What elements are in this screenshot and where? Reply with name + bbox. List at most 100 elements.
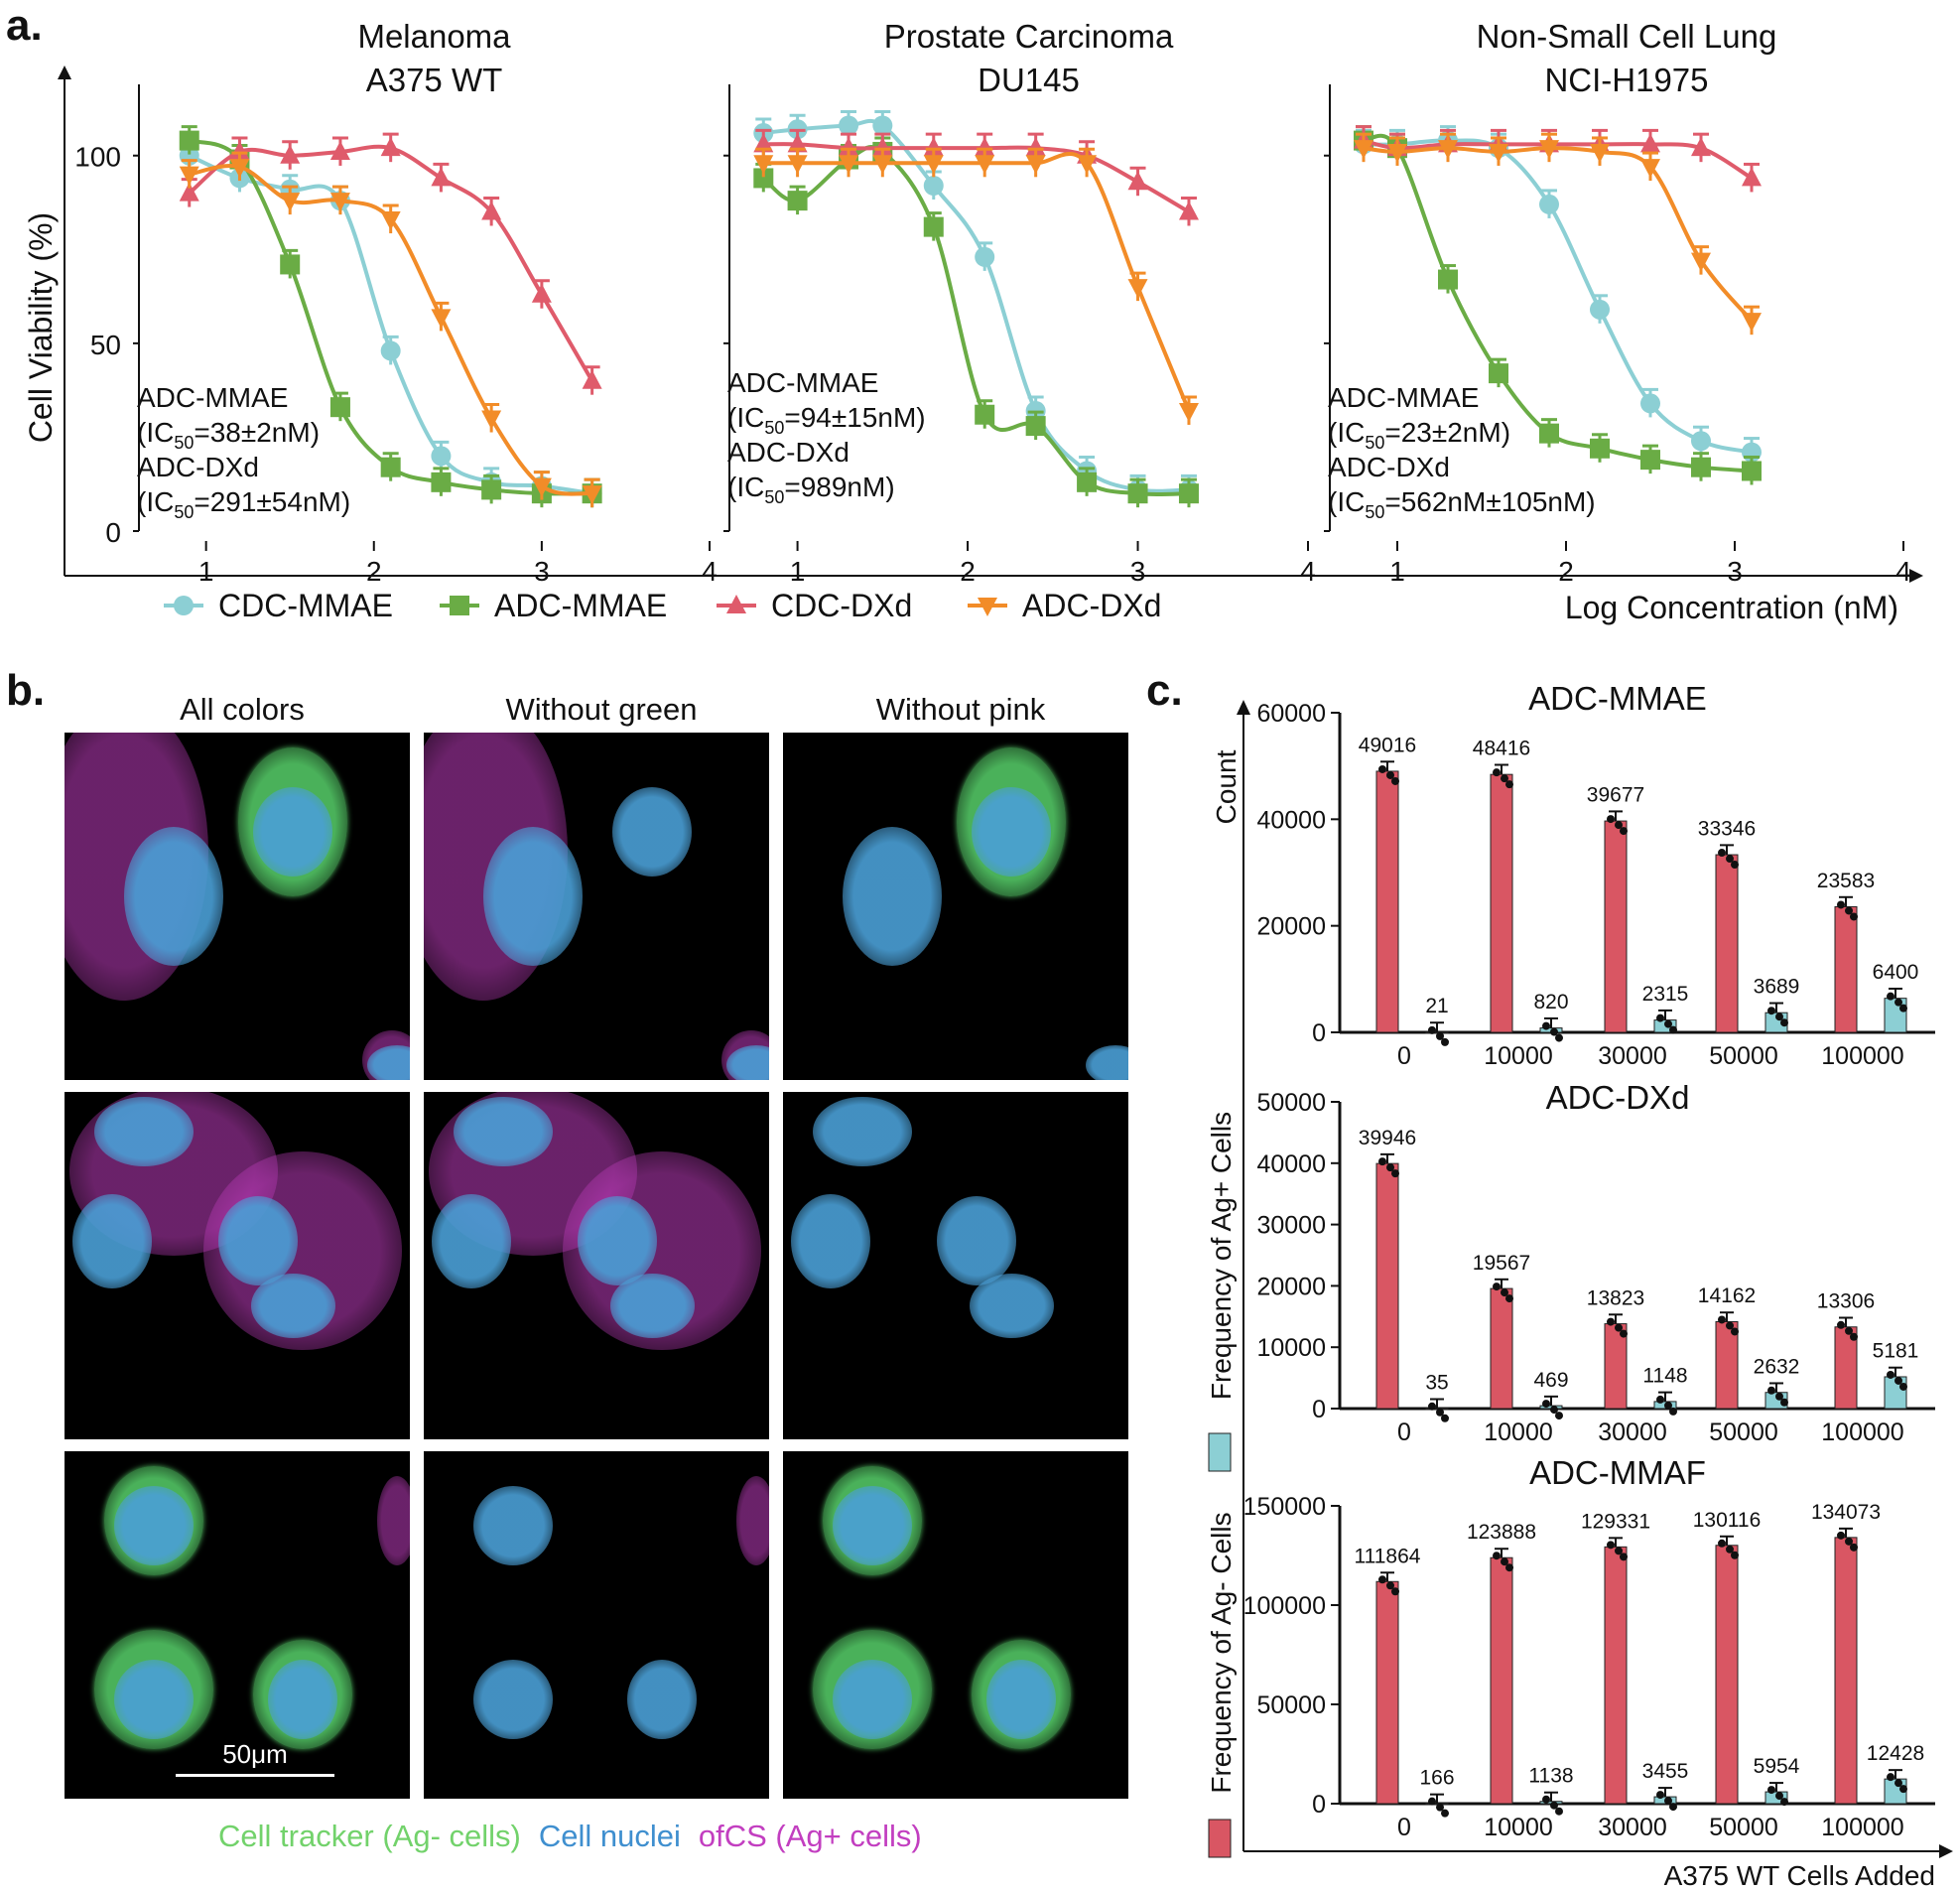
replicate-dot — [1767, 1386, 1775, 1395]
x-tick-label: 1 — [790, 556, 806, 587]
replicate-dot — [1550, 1406, 1558, 1415]
replicate-dot — [1428, 1797, 1436, 1806]
replicate-dot — [1726, 1545, 1734, 1553]
data-point — [753, 168, 774, 189]
data-label: 129331 — [1581, 1510, 1650, 1533]
legend-item-cdc-mmae: CDC-MMAE — [164, 588, 393, 623]
y-tick-label: 50000 — [1256, 1691, 1326, 1719]
replicate-dot — [1391, 1587, 1399, 1596]
series-cdc-mmae — [1354, 125, 1762, 467]
data-point — [1590, 143, 1610, 163]
data-label: 35 — [1425, 1372, 1448, 1395]
x-tick-label: 100000 — [1821, 1814, 1903, 1841]
bar — [1604, 820, 1628, 1033]
replicate-dot — [1505, 780, 1513, 789]
replicate-dot — [1837, 1320, 1845, 1329]
replicate-dot — [1441, 1414, 1449, 1422]
replicate-dot — [1501, 774, 1508, 783]
x-tick-label: 3 — [1130, 556, 1146, 587]
data-point — [1489, 363, 1508, 384]
chart-subtitle: NCI-H1975 — [1544, 62, 1708, 98]
column-header: Without green — [506, 692, 698, 727]
data-point — [1539, 140, 1559, 160]
replicate-dot — [1493, 768, 1501, 777]
ic50-annotation: (IC50=291±54nM) — [137, 486, 350, 522]
x-tick-label: 3 — [1727, 556, 1743, 587]
data-point — [839, 115, 859, 136]
replicate-dot — [1895, 1376, 1902, 1385]
data-label: 23583 — [1817, 870, 1875, 892]
data-point — [179, 166, 199, 186]
replicate-dot — [1899, 1382, 1907, 1391]
y-tick-label: 30000 — [1256, 1212, 1326, 1240]
replicate-dot — [1895, 998, 1902, 1007]
replicate-dot — [1615, 1323, 1623, 1332]
replicate-dot — [1501, 1557, 1508, 1566]
ic50-annotation: (IC50=38±2nM) — [137, 417, 320, 453]
bar — [1490, 773, 1513, 1033]
data-label: 6400 — [1873, 961, 1919, 984]
chart-subtitle: DU145 — [978, 62, 1080, 98]
replicate-dot — [1664, 1019, 1672, 1028]
data-label: 39946 — [1359, 1127, 1416, 1149]
replicate-dot — [1550, 1801, 1558, 1810]
replicate-dot — [1493, 1283, 1501, 1291]
x-tick-label: 0 — [1397, 1814, 1411, 1841]
data-label: 469 — [1533, 1369, 1568, 1392]
replicate-dot — [1845, 1326, 1853, 1335]
data-point — [1025, 155, 1046, 175]
legend-text: ADC-MMAE — [494, 588, 667, 623]
y-axis-title: Cell Viability (%) — [23, 212, 59, 443]
data-point — [1127, 171, 1148, 191]
data-label: 5954 — [1754, 1755, 1800, 1778]
data-label: 166 — [1419, 1767, 1454, 1790]
data-point — [923, 155, 944, 175]
bar — [1834, 905, 1858, 1033]
data-point — [280, 193, 301, 212]
x-axis-title: Log Concentration (nM) — [1565, 590, 1898, 625]
data-point — [229, 159, 250, 179]
legend-marker — [726, 595, 746, 613]
data-label: 12428 — [1867, 1742, 1924, 1765]
data-label: 14162 — [1698, 1284, 1756, 1307]
x-tick-label: 1 — [198, 556, 214, 587]
chart-title: Melanoma — [357, 18, 511, 55]
x-tick-label: 4 — [1300, 556, 1316, 587]
data-point — [1590, 299, 1610, 320]
data-point — [839, 137, 859, 157]
ic50-annotation: (IC50=94±15nM) — [727, 402, 926, 438]
data-label: 5181 — [1873, 1340, 1919, 1363]
replicate-dot — [1845, 906, 1853, 915]
replicate-dot — [1386, 1163, 1394, 1172]
y-tick-label: 40000 — [1256, 806, 1326, 834]
x-tick-label: 2 — [366, 556, 382, 587]
y-tick-label: 0 — [1312, 1396, 1326, 1423]
replicate-dot — [1664, 1797, 1672, 1806]
x-tick-label: 10000 — [1484, 1418, 1553, 1446]
fit-curve — [763, 118, 1190, 493]
x-tick-label: 4 — [702, 556, 718, 587]
replicate-dot — [1615, 1547, 1623, 1555]
data-label: 820 — [1533, 991, 1568, 1013]
replicate-dot — [1726, 1321, 1734, 1330]
data-label: 134073 — [1811, 1501, 1881, 1524]
panel-label-b: b. — [6, 666, 45, 715]
ic50-annotation: (IC50=23±2nM) — [1328, 417, 1510, 453]
bar — [1604, 1546, 1628, 1805]
data-point — [481, 201, 502, 220]
bar — [1834, 1537, 1858, 1805]
data-point — [582, 485, 602, 505]
replicate-dot — [1895, 1779, 1902, 1788]
chart-title: ADC-DXd — [1546, 1079, 1690, 1116]
y-tick-label: 50000 — [1256, 1089, 1326, 1117]
fit-curve — [762, 145, 1189, 497]
replicate-dot — [1620, 1553, 1628, 1561]
ic50-annotation: ADC-MMAE — [1328, 382, 1479, 413]
bar-chart-3: ADC-MMAF 0 50000 100000 150000 0 10000 30000 500… — [1243, 1454, 1935, 1841]
data-point — [531, 477, 552, 497]
data-point — [975, 246, 995, 267]
ic50-annotation: (IC50=989nM) — [727, 472, 895, 507]
data-label: 13306 — [1817, 1289, 1875, 1312]
data-point — [1025, 137, 1046, 157]
replicate-dot — [1780, 1018, 1788, 1027]
